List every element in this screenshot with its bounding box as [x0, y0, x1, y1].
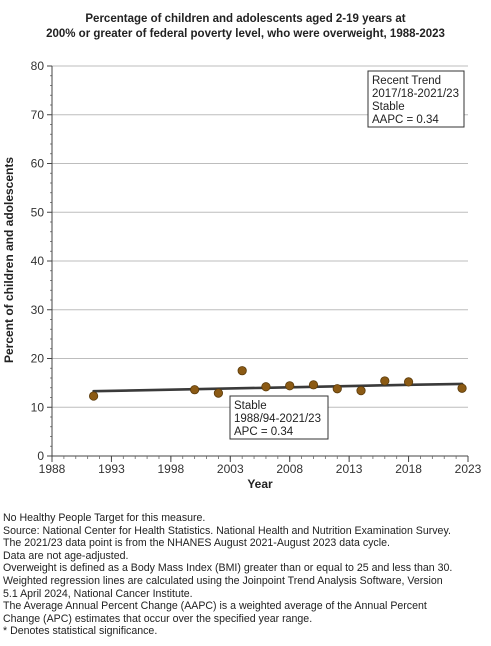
- x-tick-label-2018: 2018: [395, 462, 422, 476]
- footnote-line: Overweight is defined as a Body Mass Ind…: [3, 562, 453, 575]
- data-point-5: [261, 382, 271, 392]
- chart: Percentage of children and adolescents a…: [2, 13, 482, 491]
- footnote-line: Data are not age-adjusted.: [3, 549, 129, 562]
- data-point-3: [213, 388, 223, 398]
- x-tick-label-2023: 2023: [455, 462, 482, 476]
- data-point-8: [332, 384, 342, 394]
- axes: [47, 65, 469, 462]
- overall-trend-line-2: 1988/94-2021/23: [234, 413, 321, 425]
- data-point-6: [285, 381, 295, 391]
- data-point-9: [356, 386, 366, 396]
- y-tick-label-0: 0: [37, 449, 44, 463]
- data-series: [89, 366, 467, 401]
- footnote-line: No Healthy People Target for this measur…: [3, 512, 206, 524]
- footnote-line: Change (APC) estimates that occur over t…: [3, 612, 313, 625]
- y-tick-label-70: 70: [31, 108, 45, 122]
- footnote-line: 5.1 April 2024, National Cancer Institut…: [3, 587, 193, 600]
- x-tick-label-1988: 1988: [39, 462, 66, 476]
- overall-trend-annotation: Stable 1988/94-2021/23 APC = 0.34: [229, 395, 329, 440]
- x-axis-title: Year: [247, 477, 273, 491]
- y-tick-label-80: 80: [31, 59, 45, 73]
- data-point-12: [457, 383, 467, 393]
- x-tick-label-2013: 2013: [336, 462, 363, 476]
- overall-trend-line-3: APC = 0.34: [234, 426, 294, 438]
- footnote-line: The 2021/23 data point is from the NHANE…: [3, 537, 390, 550]
- footnote-line: Source: National Center for Health Stati…: [3, 524, 451, 537]
- data-point-4: [237, 366, 247, 376]
- recent-trend-box: [367, 70, 465, 128]
- y-tick-label-10: 10: [31, 400, 45, 414]
- gridlines: [52, 65, 468, 408]
- overall-trend-box: [229, 395, 329, 440]
- footnotes: No Healthy People Target for this measur…: [3, 512, 489, 638]
- x-tick-label-1993: 1993: [98, 462, 125, 476]
- y-axis-title: Percent of children and adolescents: [2, 157, 16, 363]
- y-tick-label-60: 60: [31, 157, 45, 171]
- y-tick-labels: 0 10 20 30 40 50 60 70 80: [31, 59, 45, 463]
- y-tick-label-20: 20: [31, 352, 45, 366]
- recent-trend-line-4: AAPC = 0.34: [372, 114, 439, 126]
- footnote-line: The Average Annual Percent Change (AAPC)…: [3, 600, 427, 613]
- y-tick-label-30: 30: [31, 303, 45, 317]
- x-tick-label-2008: 2008: [276, 462, 303, 476]
- recent-trend-line-2: 2017/18-2021/23: [372, 88, 459, 100]
- x-tick-labels: 1988 1993 1998 2003 2008 2013 2018 2023: [39, 462, 482, 476]
- y-tick-label-40: 40: [31, 254, 45, 268]
- data-point-7: [308, 380, 319, 390]
- overall-trend-line-1: Stable: [234, 400, 267, 412]
- y-tick-label-50: 50: [31, 205, 45, 219]
- chart-title-line-2: 200% or greater of federal poverty level…: [46, 28, 445, 40]
- data-point-2: [190, 385, 200, 395]
- x-tick-label-1998: 1998: [158, 462, 185, 476]
- footnote-line: Weighted regression lines are calculated…: [3, 574, 443, 587]
- recent-trend-line-1: Recent Trend: [372, 75, 441, 87]
- chart-title-line-1: Percentage of children and adolescents a…: [85, 13, 405, 25]
- data-point-1: [89, 391, 99, 401]
- data-point-11: [403, 377, 414, 387]
- recent-trend-annotation: Recent Trend 2017/18-2021/23 Stable AAPC…: [367, 70, 465, 128]
- footnote-line: * Denotes statistical significance.: [3, 625, 158, 638]
- x-tick-label-2003: 2003: [217, 462, 244, 476]
- data-point-10: [380, 376, 390, 386]
- recent-trend-line-3: Stable: [372, 101, 405, 113]
